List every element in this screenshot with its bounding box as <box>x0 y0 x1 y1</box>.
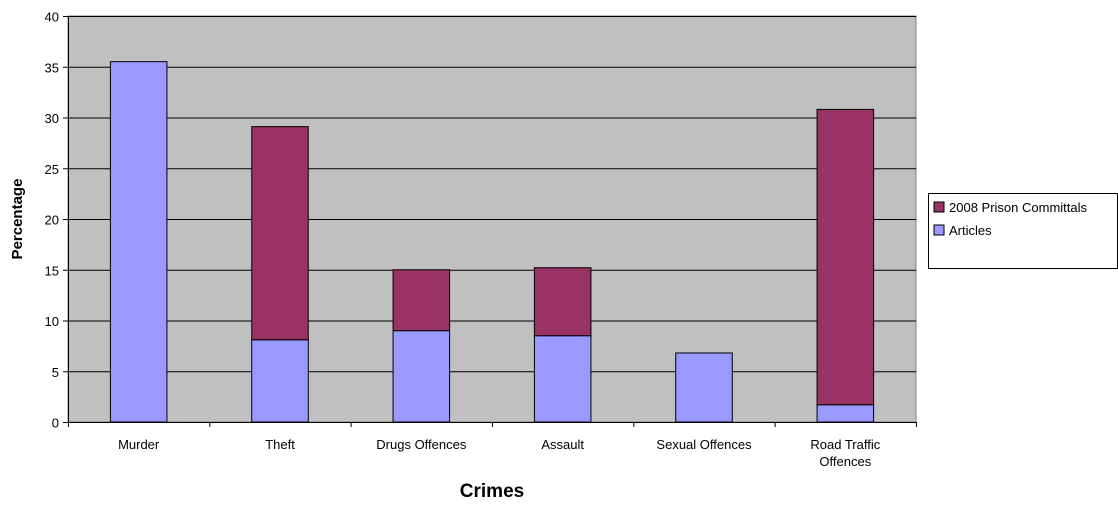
legend-box <box>928 193 1118 269</box>
x-tick-label: Theft <box>265 437 295 452</box>
bars <box>109 61 875 423</box>
y-tick-label: 10 <box>45 314 59 329</box>
y-axis-title: Percentage <box>9 179 26 260</box>
y-tick-label: 35 <box>45 60 59 75</box>
bar-articles <box>251 339 309 423</box>
y-tick-labels: 0 5 10 15 20 25 30 35 40 <box>45 10 59 431</box>
x-tick-label: Murder <box>118 437 160 452</box>
x-tick-label: Drugs Offences <box>376 437 467 452</box>
legend: 2008 Prison Committals Articles <box>928 193 1118 269</box>
legend-label: Articles <box>949 223 992 238</box>
bar-articles <box>109 61 168 423</box>
x-tick-label: Offences <box>819 454 871 469</box>
legend-swatch <box>933 224 945 236</box>
x-tick-label: Road Traffic <box>810 437 880 452</box>
bar-articles <box>392 330 451 423</box>
y-tick-label: 30 <box>45 111 59 126</box>
bar-articles <box>675 352 733 423</box>
y-tick-label: 5 <box>52 365 59 380</box>
x-axis-title: Crimes <box>460 481 524 502</box>
legend-label: 2008 Prison Committals <box>949 200 1087 215</box>
bar-2008-prison-committals <box>251 126 309 341</box>
y-tick-label: 20 <box>45 213 59 228</box>
y-tick-label: 25 <box>45 162 59 177</box>
bar-articles <box>533 335 592 423</box>
y-tick-label: 0 <box>52 416 59 431</box>
x-tick-label: Sexual Offences <box>656 437 752 452</box>
bar-2008-prison-committals <box>816 108 875 406</box>
x-tick-labels: Murder Theft Drugs Offences Assault Sexual O… <box>118 437 881 469</box>
bar-2008-prison-committals <box>533 267 592 337</box>
y-tick-label: 15 <box>45 263 59 278</box>
bar-articles <box>816 404 875 423</box>
gridlines <box>68 16 916 373</box>
bar-2008-prison-committals <box>392 269 451 332</box>
x-tick-label: Assault <box>541 437 584 452</box>
axes <box>63 16 917 427</box>
legend-swatch <box>933 201 945 213</box>
y-tick-label: 40 <box>45 10 59 25</box>
